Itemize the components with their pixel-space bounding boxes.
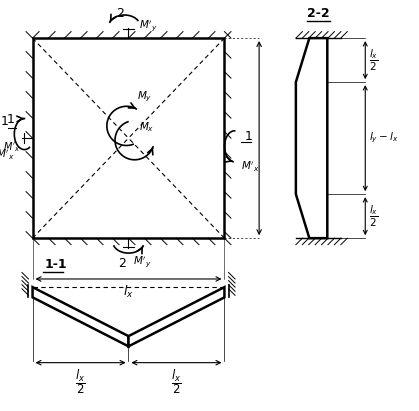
Text: $l_x$: $l_x$ [123, 284, 134, 300]
Text: $M_x$: $M_x$ [139, 120, 154, 134]
Text: 1-1: 1-1 [45, 258, 67, 271]
Text: $M'_y$: $M'_y$ [132, 254, 151, 269]
Text: $M'_y$: $M'_y$ [139, 18, 157, 33]
Text: $\dfrac{l_x}{2}$: $\dfrac{l_x}{2}$ [369, 203, 378, 229]
Text: 2: 2 [119, 256, 126, 270]
Polygon shape [129, 287, 225, 346]
Text: 1: 1 [0, 115, 8, 128]
Text: 1: 1 [6, 113, 14, 126]
Text: $M'_x$: $M'_x$ [241, 159, 259, 174]
Text: $M'_x$: $M'_x$ [3, 140, 21, 154]
Text: $\dfrac{l_x}{2}$: $\dfrac{l_x}{2}$ [171, 367, 182, 396]
Text: $\dfrac{l_x}{2}$: $\dfrac{l_x}{2}$ [75, 367, 86, 396]
Text: 1: 1 [245, 129, 253, 143]
Text: 2: 2 [116, 7, 124, 20]
Bar [33, 38, 225, 238]
Text: $l_y - l_x$: $l_y - l_x$ [369, 131, 398, 145]
Text: 2-2: 2-2 [307, 7, 330, 20]
Text: $M_y$: $M_y$ [137, 90, 152, 104]
Polygon shape [296, 38, 327, 238]
Text: $M'_x$: $M'_x$ [0, 148, 14, 162]
Text: $\dfrac{l_x}{2}$: $\dfrac{l_x}{2}$ [369, 48, 378, 73]
Polygon shape [33, 287, 129, 346]
